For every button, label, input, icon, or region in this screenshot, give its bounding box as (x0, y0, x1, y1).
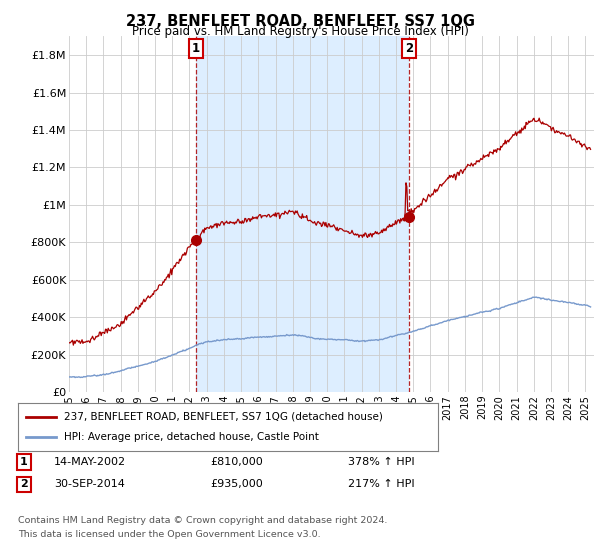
Text: 1: 1 (192, 43, 200, 55)
Text: This data is licensed under the Open Government Licence v3.0.: This data is licensed under the Open Gov… (18, 530, 320, 539)
Text: HPI: Average price, detached house, Castle Point: HPI: Average price, detached house, Cast… (64, 432, 319, 442)
Text: 14-MAY-2002: 14-MAY-2002 (54, 457, 126, 467)
Text: 378% ↑ HPI: 378% ↑ HPI (348, 457, 415, 467)
Text: 1: 1 (20, 457, 28, 467)
Text: 217% ↑ HPI: 217% ↑ HPI (348, 479, 415, 489)
Text: 2: 2 (405, 43, 413, 55)
Text: £935,000: £935,000 (210, 479, 263, 489)
Text: 237, BENFLEET ROAD, BENFLEET, SS7 1QG: 237, BENFLEET ROAD, BENFLEET, SS7 1QG (125, 14, 475, 29)
Text: 30-SEP-2014: 30-SEP-2014 (54, 479, 125, 489)
Text: Contains HM Land Registry data © Crown copyright and database right 2024.: Contains HM Land Registry data © Crown c… (18, 516, 388, 525)
Text: Price paid vs. HM Land Registry's House Price Index (HPI): Price paid vs. HM Land Registry's House … (131, 25, 469, 38)
Text: 2: 2 (20, 479, 28, 489)
Bar (196, 36, 409, 392)
Text: 237, BENFLEET ROAD, BENFLEET, SS7 1QG (detached house): 237, BENFLEET ROAD, BENFLEET, SS7 1QG (d… (64, 412, 383, 422)
Text: £810,000: £810,000 (210, 457, 263, 467)
